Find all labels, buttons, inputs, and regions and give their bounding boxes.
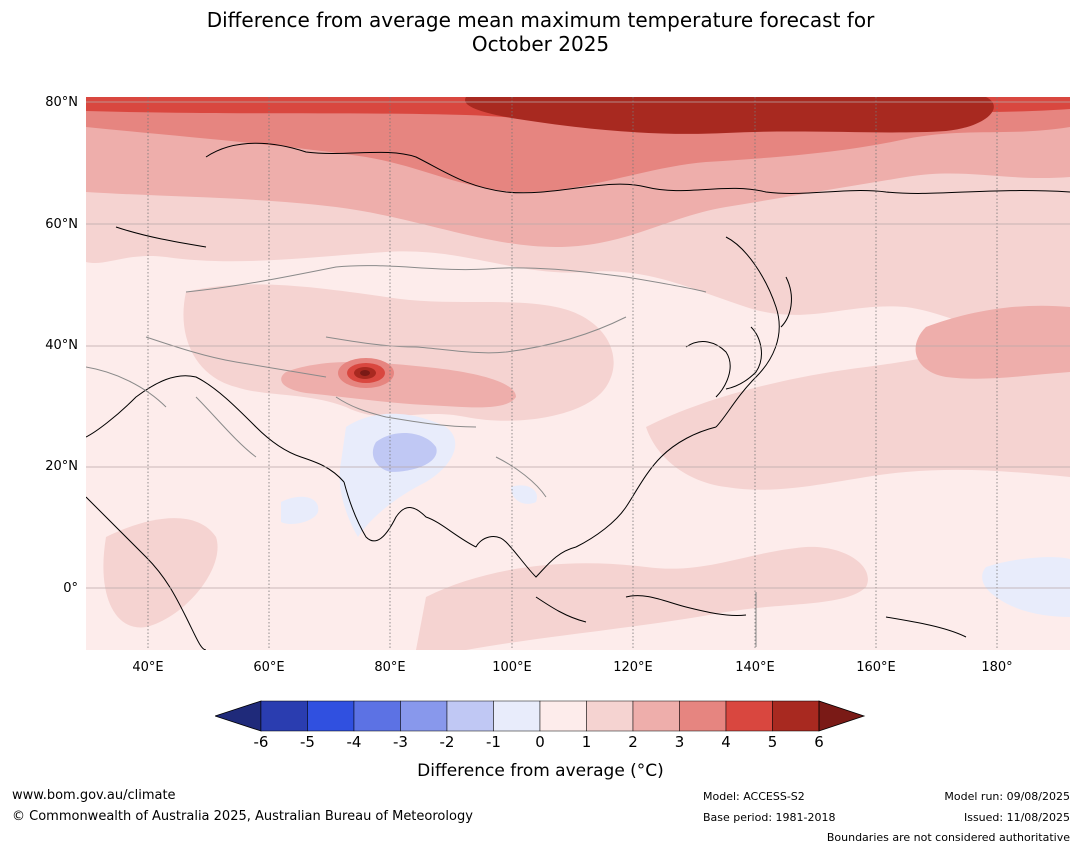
colorbar-tick-label: -5 xyxy=(300,733,315,751)
colorbar-tick-label: 0 xyxy=(535,733,545,751)
colorbar-segment xyxy=(493,700,541,732)
footer-issued: Issued: 11/08/2025 xyxy=(963,811,1070,824)
footer-copyright: © Commonwealth of Australia 2025, Austra… xyxy=(12,809,473,824)
colorbar-tick-label: 4 xyxy=(721,733,731,751)
lat-label-40n: 40°N xyxy=(45,338,78,353)
colorbar-segment xyxy=(307,700,355,732)
graticule-longitude xyxy=(147,97,998,650)
colorbar-segment xyxy=(632,700,680,732)
colorbar-segment xyxy=(260,700,308,732)
forecast-map xyxy=(86,97,1070,650)
lon-label-40e: 40°E xyxy=(132,660,164,675)
colorbar-segment xyxy=(725,700,773,732)
lat-label-80n: 80°N xyxy=(45,95,78,110)
colorbar-segment xyxy=(772,700,820,732)
colorbar-segment xyxy=(586,700,634,732)
colorbar-segment xyxy=(400,700,448,732)
lon-label-180: 180° xyxy=(981,660,1013,675)
footer-base-period: Base period: 1981-2018 xyxy=(703,811,836,824)
colorbar-tick-label: -4 xyxy=(346,733,362,751)
colorbar-tick-label: 5 xyxy=(767,733,778,751)
colorbar-extend-high xyxy=(818,700,866,732)
colorbar-segment xyxy=(539,700,587,732)
cool-zone-india-core xyxy=(372,432,437,472)
lat-label-0: 0° xyxy=(63,581,78,596)
footer-model: Model: ACCESS-S2 xyxy=(703,790,805,803)
colorbar-tick-label: -3 xyxy=(393,733,408,751)
coastlines xyxy=(86,142,1070,650)
colorbar-tick-label: -2 xyxy=(439,733,455,751)
colorbar-tick-label: -1 xyxy=(486,733,501,751)
colorbar-tick-label: -6 xyxy=(253,733,269,751)
lon-label-120e: 120°E xyxy=(613,660,653,675)
lat-label-60n: 60°N xyxy=(45,217,78,232)
title-line-2: October 2025 xyxy=(471,32,610,56)
lon-label-100e: 100°E xyxy=(492,660,532,675)
colorbar-segment xyxy=(353,700,401,732)
colorbar xyxy=(215,700,866,732)
footer-model-run: Model run: 09/08/2025 xyxy=(944,790,1070,803)
map-title: Difference from average mean maximum tem… xyxy=(0,8,1081,56)
colorbar-tick-label: 3 xyxy=(674,733,685,751)
colorbar-tick-label: 2 xyxy=(628,733,638,751)
anomaly-zone-east-pacific xyxy=(915,305,1070,379)
footer-disclaimer: Boundaries are not considered authoritat… xyxy=(826,831,1070,844)
footer-url: www.bom.gov.au/climate xyxy=(12,788,176,803)
colorbar-tick-label: 1 xyxy=(581,733,592,751)
colorbar-segment xyxy=(679,700,727,732)
lon-label-60e: 60°E xyxy=(253,660,285,675)
hotspot-center xyxy=(360,370,370,376)
cool-zone-indochina xyxy=(511,485,537,504)
colorbar-segment xyxy=(446,700,494,732)
lon-label-160e: 160°E xyxy=(856,660,896,675)
graticule-latitude xyxy=(86,101,1070,589)
cool-zone-pacific-east xyxy=(982,557,1070,617)
title-line-1: Difference from average mean maximum tem… xyxy=(206,8,875,32)
colorbar-label: Difference from average (°C) xyxy=(417,761,664,781)
colorbar-tick-label: 6 xyxy=(814,733,824,751)
cool-zone-arabian-sea xyxy=(281,496,319,524)
anomaly-zone-taymyr xyxy=(465,97,994,134)
lon-label-80e: 80°E xyxy=(374,660,406,675)
lat-label-20n: 20°N xyxy=(45,459,78,474)
colorbar-extend-low xyxy=(215,700,262,732)
lon-label-140e: 140°E xyxy=(735,660,775,675)
anomaly-zone-equator xyxy=(416,546,868,650)
